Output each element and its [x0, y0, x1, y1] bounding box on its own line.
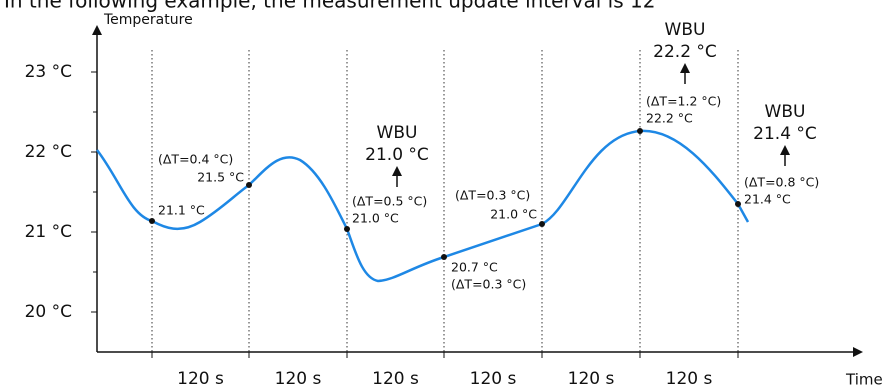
wbu-value: 21.4 °C: [753, 124, 817, 144]
interval-label: 120 s: [666, 369, 713, 387]
point-value: 20.7 °C: [451, 260, 498, 275]
y-tick-label: 20 °C: [25, 302, 72, 322]
interval-label: 120 s: [372, 369, 419, 387]
point-value: 21.0 °C: [490, 207, 537, 222]
header: In the following example, the measuremen…: [4, 0, 655, 13]
delta-label: (ΔT=0.3 °C): [451, 277, 526, 292]
interval-label: 120 s: [568, 369, 615, 387]
y-tick-label: 21 °C: [25, 222, 72, 242]
x-axis-label: Time: [845, 371, 883, 387]
point-value: 22.2 °C: [646, 111, 693, 126]
interval-label: 120 s: [275, 369, 322, 387]
interval-label: 120 s: [470, 369, 517, 387]
wbu-label: WBU: [765, 102, 806, 122]
sample-point: [149, 218, 155, 224]
sample-point: [246, 182, 252, 188]
wbu-label: WBU: [665, 20, 706, 40]
y-axis-label: Temperature: [103, 12, 193, 28]
wbu-label: WBU: [377, 123, 418, 143]
delta-label: (ΔT=0.5 °C): [352, 194, 427, 209]
delta-label: (ΔT=1.2 °C): [646, 94, 721, 109]
sample-point: [539, 221, 545, 227]
y-tick-label: 22 °C: [25, 142, 72, 162]
sample-point: [441, 254, 447, 260]
sample-point: [637, 128, 643, 134]
interval-label: 120 s: [177, 369, 224, 387]
point-value: 21.4 °C: [744, 192, 791, 207]
y-tick-label: 23 °C: [25, 62, 72, 82]
wbu-value: 21.0 °C: [365, 145, 429, 165]
point-value: 21.5 °C: [197, 170, 244, 185]
point-value: 21.1 °C: [158, 203, 205, 218]
wbu-value: 22.2 °C: [653, 42, 717, 62]
delta-label: (ΔT=0.8 °C): [744, 175, 819, 190]
sample-point: [344, 226, 350, 232]
sample-point: [735, 201, 741, 207]
delta-label: (ΔT=0.3 °C): [455, 188, 530, 203]
delta-label: (ΔT=0.4 °C): [158, 152, 233, 167]
point-value: 21.0 °C: [352, 211, 399, 226]
